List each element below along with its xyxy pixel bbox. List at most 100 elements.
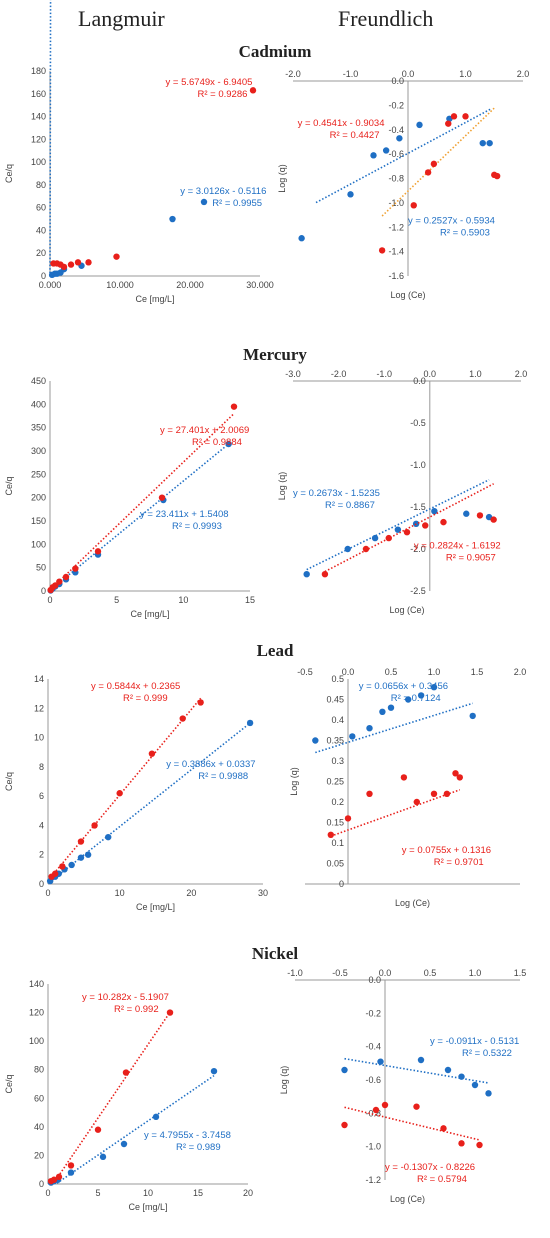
x-tick-label: 10 xyxy=(115,888,125,898)
r-squared-label: R² = 0.989 xyxy=(176,1142,221,1153)
trendline xyxy=(344,1106,480,1141)
data-point xyxy=(416,121,423,129)
data-point xyxy=(197,699,204,706)
data-point xyxy=(366,790,373,797)
x-tick-label: 0.5 xyxy=(385,667,398,677)
y-tick-label: 0.1 xyxy=(331,838,344,848)
y-tick-label: 120 xyxy=(31,134,46,144)
trendline xyxy=(53,1011,171,1184)
data-point xyxy=(60,263,68,271)
y-tick-label: 100 xyxy=(29,1036,44,1046)
x-axis-label: Ce [mg/L] xyxy=(135,294,174,304)
x-tick-label: 1.0 xyxy=(469,369,482,379)
y-tick-label: 250 xyxy=(31,469,46,479)
data-point xyxy=(158,494,166,501)
equation-label: y = 0.0755x + 0.1316 xyxy=(402,845,491,856)
y-tick-label: -1.0 xyxy=(365,1142,381,1152)
y-tick-label: 200 xyxy=(31,493,46,503)
y-axis-label: Ce/q xyxy=(4,772,14,791)
y-tick-label: 40 xyxy=(34,1122,44,1132)
equation-label: y = 0.2824x - 1.6192 xyxy=(414,541,501,552)
x-axis-label: Log (Ce) xyxy=(395,898,430,908)
y-tick-label: 0.25 xyxy=(326,777,344,787)
data-point xyxy=(430,160,438,168)
x-tick-label: 2.0 xyxy=(517,69,530,79)
data-point xyxy=(344,815,352,822)
y-tick-label: 300 xyxy=(31,446,46,456)
data-point xyxy=(476,512,484,519)
data-point xyxy=(456,774,463,781)
data-point xyxy=(463,510,470,517)
data-point xyxy=(59,863,66,870)
data-point xyxy=(225,440,232,448)
lead-title: Lead xyxy=(256,641,294,660)
data-point xyxy=(491,171,498,179)
x-tick-label: -2.0 xyxy=(285,69,301,79)
y-tick-label: 160 xyxy=(31,89,46,99)
x-tick-label: 30.000 xyxy=(246,280,274,290)
y-tick-label: 140 xyxy=(29,979,44,989)
data-point xyxy=(91,822,98,829)
x-tick-label: 0.0 xyxy=(402,69,415,79)
y-tick-label: 0.2 xyxy=(331,797,344,807)
trendline xyxy=(315,702,473,754)
lead-freundlich-chart: -0.5 0.0 0.5 1.0 1.5 2.000.050.10.150.20.250.… xyxy=(289,667,527,908)
y-tick-label: -1.2 xyxy=(365,1175,381,1185)
y-tick-label: -0.4 xyxy=(388,125,404,135)
x-tick-label: 0.5 xyxy=(424,968,437,978)
y-axis-label: Ce/q xyxy=(4,476,14,495)
data-point xyxy=(362,545,370,553)
data-point xyxy=(67,1169,75,1176)
data-point xyxy=(84,851,92,858)
y-tick-label: 80 xyxy=(34,1065,44,1075)
y-tick-label: 0 xyxy=(339,879,344,889)
y-tick-label: 12 xyxy=(34,703,44,713)
r-squared-label: R² = 0.4427 xyxy=(330,130,380,141)
data-point xyxy=(68,861,75,869)
data-point xyxy=(166,1009,174,1016)
x-tick-label: 0 xyxy=(47,595,52,605)
equation-label: y = 10.282x - 5.1907 xyxy=(82,992,169,1003)
data-point xyxy=(417,1056,425,1064)
data-point xyxy=(403,529,411,536)
y-tick-label: -2.5 xyxy=(410,586,426,596)
equation-label: y = 23.411x + 1.5408 xyxy=(140,509,229,520)
data-point xyxy=(341,1066,348,1074)
y-tick-label: -1.6 xyxy=(388,271,404,281)
data-point xyxy=(67,1162,75,1169)
data-point xyxy=(50,1176,58,1183)
x-tick-label: 1.0 xyxy=(459,69,472,79)
y-tick-label: 0.3 xyxy=(331,756,344,766)
data-point xyxy=(469,712,476,720)
x-tick-label: -0.5 xyxy=(332,968,348,978)
x-tick-label: -3.0 xyxy=(285,369,301,379)
freundlich-column-header: Freundlich xyxy=(338,6,434,31)
r-squared-label: R² = 0.999 xyxy=(123,693,168,704)
y-tick-label: -1.5 xyxy=(410,502,426,512)
data-point xyxy=(430,790,438,797)
data-point xyxy=(341,1121,348,1129)
r-squared-label: R² = 0.5322 xyxy=(462,1048,512,1059)
mercury-freundlich-chart: -3.0 -2.0 -1.0 0.0 1.0 2.0 0.0 -0.5 -1.0 -1.5 -2.0… xyxy=(277,369,527,615)
data-point xyxy=(440,518,447,526)
y-tick-label: 400 xyxy=(31,399,46,409)
x-tick-label: 1.0 xyxy=(428,667,441,677)
y-tick-label: 350 xyxy=(31,423,46,433)
x-tick-label: 15 xyxy=(193,1188,203,1198)
equation-label: y = 4.7955x - 3.7458 xyxy=(144,1130,231,1141)
data-point xyxy=(347,191,354,198)
equation-label: y = 0.2527x - 0.5934 xyxy=(408,216,495,227)
data-point xyxy=(452,770,459,777)
data-point xyxy=(458,1140,465,1147)
equation-label: y = 0.3886x + 0.0337 xyxy=(166,759,255,770)
r-squared-label: R² = 0.9286 xyxy=(198,89,248,100)
x-axis-label: Log (Ce) xyxy=(390,1194,425,1204)
x-tick-label: 2.0 xyxy=(514,667,527,677)
data-point xyxy=(298,235,305,242)
data-point xyxy=(52,582,59,589)
data-point xyxy=(430,684,438,691)
data-point xyxy=(410,202,417,209)
data-point xyxy=(422,522,429,529)
equation-label: y = 0.5844x + 0.2365 xyxy=(91,681,180,692)
